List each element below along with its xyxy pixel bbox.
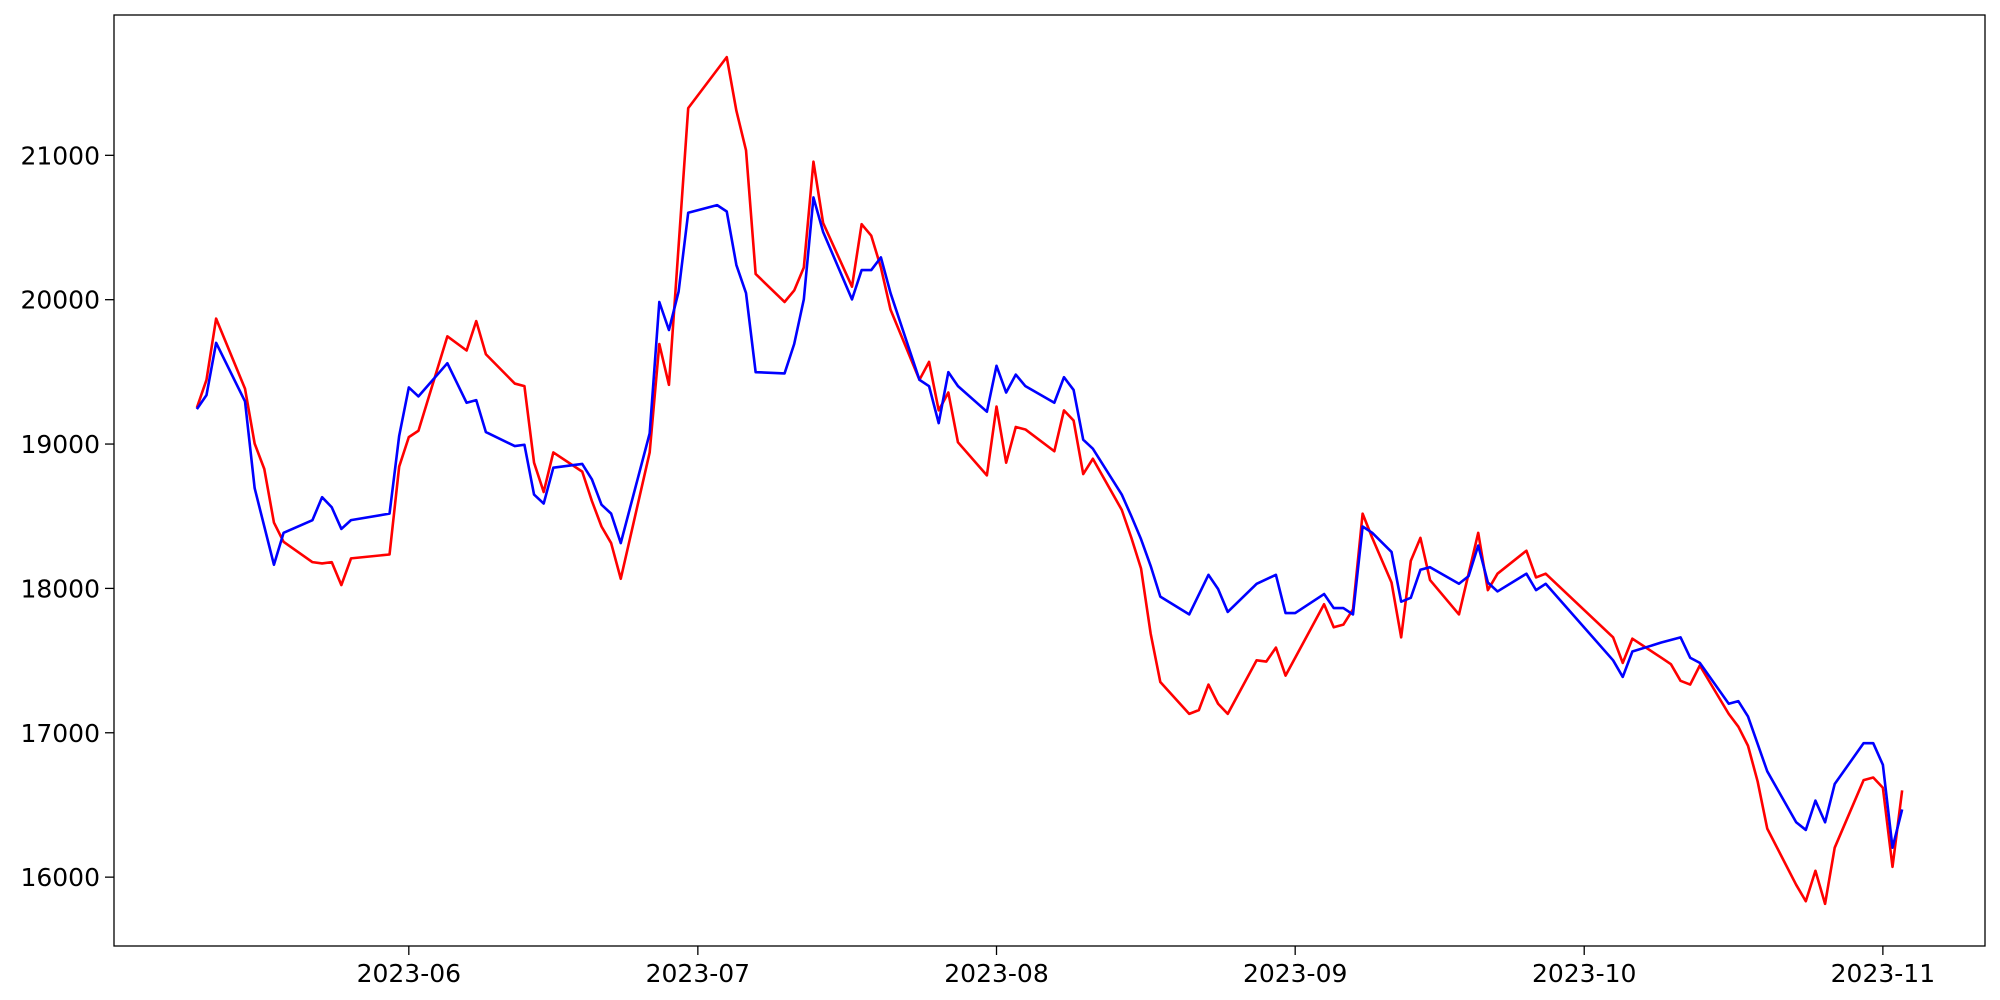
x-tick-label: 2023-09: [1243, 959, 1347, 988]
line-series: [195, 55, 1904, 906]
y-tick-label: 18000: [20, 574, 100, 603]
plot-frame: [113, 14, 1986, 947]
x-tick-label: 2023-07: [646, 959, 750, 988]
line-series: [195, 196, 1904, 849]
x-tick-label: 2023-08: [944, 959, 1048, 988]
x-tick-label: 2023-11: [1831, 959, 1935, 988]
y-tick-label: 19000: [20, 430, 100, 459]
x-tick-label: 2023-06: [357, 959, 461, 988]
y-tick-label: 17000: [20, 719, 100, 748]
y-tick-label: 16000: [20, 863, 100, 892]
y-tick-label: 20000: [20, 286, 100, 315]
x-tick-label: 2023-10: [1532, 959, 1636, 988]
y-tick-label: 21000: [20, 141, 100, 170]
